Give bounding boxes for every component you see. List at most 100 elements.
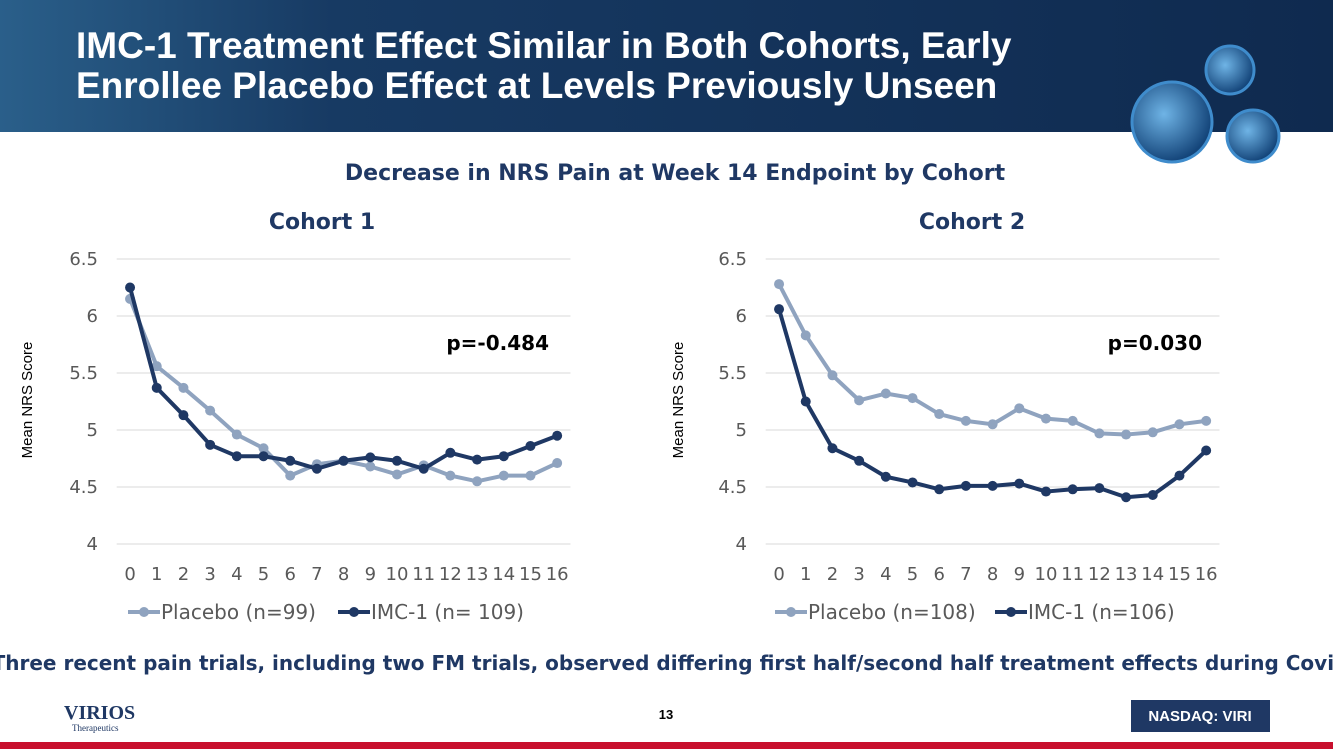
data-point	[774, 304, 785, 315]
x-tick-label: 16	[546, 564, 569, 585]
data-point	[1014, 478, 1025, 489]
data-point	[472, 454, 483, 465]
y-tick-label: 6	[87, 306, 98, 327]
data-point	[285, 455, 296, 466]
x-tick-label: 8	[987, 564, 998, 585]
data-point	[1201, 445, 1212, 456]
data-point	[1067, 484, 1078, 495]
data-point	[907, 477, 918, 488]
legend-label: IMC-1 (n=106)	[1028, 600, 1175, 624]
chart-title: Cohort 2	[919, 210, 1025, 235]
data-point	[987, 419, 998, 430]
data-point	[498, 451, 509, 462]
x-tick-label: 8	[338, 564, 349, 585]
data-point	[445, 447, 456, 458]
data-point	[525, 440, 536, 451]
x-tick-label: 7	[311, 564, 322, 585]
x-tick-label: 5	[258, 564, 269, 585]
y-tick-label: 5	[87, 420, 98, 441]
page-number: 13	[659, 707, 673, 722]
data-point	[311, 463, 322, 474]
data-point	[1121, 429, 1132, 440]
legend-label: Placebo (n=108)	[808, 600, 976, 624]
logo: VIRIOS	[64, 702, 135, 724]
data-point	[178, 382, 189, 393]
data-point	[1067, 415, 1078, 426]
annotation: p=-0.484	[446, 331, 549, 355]
data-point	[338, 455, 349, 466]
data-point	[258, 451, 269, 462]
data-point	[907, 393, 918, 404]
x-tick-label: 10	[386, 564, 409, 585]
data-point	[1147, 489, 1158, 500]
header-title: IMC-1 Treatment Effect Similar in Both C…	[76, 25, 1012, 66]
data-point	[960, 480, 971, 491]
data-point	[151, 382, 162, 393]
ticker-box	[1131, 700, 1270, 732]
data-point	[800, 396, 811, 407]
y-axis-label: Mean NRS Score	[670, 342, 687, 459]
x-tick-label: 15	[1168, 564, 1191, 585]
data-point	[1174, 470, 1185, 481]
x-tick-label: 7	[960, 564, 971, 585]
data-point	[205, 405, 216, 416]
legend-label: Placebo (n=99)	[161, 600, 316, 624]
data-point	[880, 388, 891, 399]
data-point	[960, 415, 971, 426]
legend-swatch	[1006, 607, 1016, 617]
header-banner	[0, 0, 1333, 132]
x-tick-label: 12	[1088, 564, 1111, 585]
data-point	[1174, 419, 1185, 430]
data-point	[525, 470, 536, 481]
y-tick-label: 4	[736, 534, 747, 555]
data-point	[934, 409, 945, 420]
x-tick-label: 4	[231, 564, 242, 585]
data-point	[987, 480, 998, 491]
data-point	[774, 279, 785, 290]
x-tick-label: 13	[1115, 564, 1138, 585]
data-point	[800, 330, 811, 341]
ticker: NASDAQ: VIRI	[1148, 708, 1251, 725]
data-point	[391, 469, 402, 480]
virus-decoration	[1130, 44, 1281, 164]
y-tick-label: 6	[736, 306, 747, 327]
data-point	[498, 470, 509, 481]
data-point	[1201, 415, 1212, 426]
x-tick-label: 1	[800, 564, 811, 585]
y-tick-label: 5.5	[69, 363, 98, 384]
x-tick-label: 6	[933, 564, 944, 585]
data-point	[472, 476, 483, 487]
y-tick-label: 4.5	[69, 477, 98, 498]
data-point	[205, 439, 216, 450]
data-point	[1121, 492, 1132, 503]
x-tick-label: 13	[466, 564, 489, 585]
data-point	[827, 443, 838, 454]
footnote: Three recent pain trials, including two …	[0, 651, 1333, 675]
legend-label: IMC-1 (n= 109)	[371, 600, 524, 624]
data-point	[1094, 428, 1105, 439]
data-point	[1040, 486, 1051, 497]
x-tick-label: 5	[907, 564, 918, 585]
x-tick-label: 0	[773, 564, 784, 585]
header-title: Enrollee Placebo Effect at Levels Previo…	[76, 65, 997, 106]
data-point	[1147, 427, 1158, 438]
series-line	[128, 286, 558, 471]
data-point	[552, 430, 563, 441]
x-tick-label: 3	[853, 564, 864, 585]
data-point	[258, 443, 269, 454]
y-axis-label: Mean NRS Score	[19, 342, 36, 459]
x-tick-label: 9	[365, 564, 376, 585]
data-point	[231, 451, 242, 462]
data-point	[552, 458, 563, 469]
chart-title: Cohort 1	[269, 210, 375, 235]
y-tick-label: 5.5	[718, 363, 747, 384]
x-tick-label: 3	[204, 564, 215, 585]
data-point	[1014, 403, 1025, 414]
logo-tagline: Therapeutics	[72, 723, 119, 733]
annotation: p=0.030	[1108, 331, 1202, 355]
y-tick-label: 4	[87, 534, 98, 555]
data-point	[445, 470, 456, 481]
footer-bar	[0, 742, 1333, 749]
subtitle: Decrease in NRS Pain at Week 14 Endpoint…	[345, 161, 1006, 186]
data-point	[391, 455, 402, 466]
